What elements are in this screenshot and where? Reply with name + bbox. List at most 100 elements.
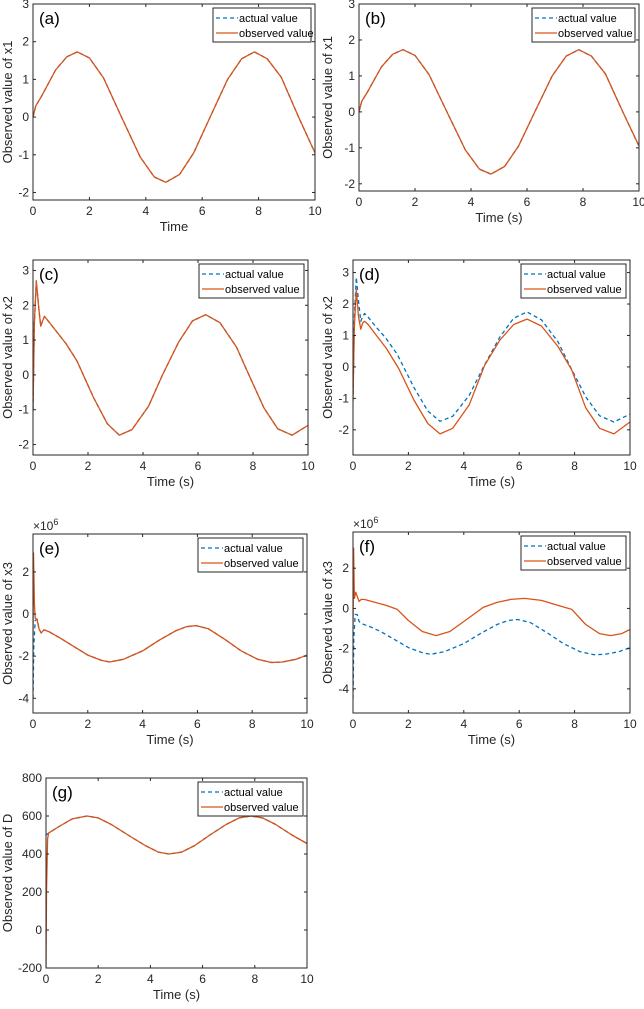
axes-frame — [32, 3, 316, 201]
x-tick-label: 10 — [623, 459, 637, 473]
y-tick-label: 3 — [22, 0, 29, 11]
y-tick-label: 2 — [22, 565, 29, 579]
y-tick-label: -4 — [338, 682, 349, 696]
legend-label-actual: actual value — [547, 541, 606, 553]
legend-box — [520, 263, 627, 299]
y-axis-label: Observed value of D — [0, 814, 15, 933]
x-tick-label: 6 — [199, 972, 206, 986]
legend-label-observed: observed value — [224, 558, 299, 570]
legend-label-actual: actual value — [225, 269, 284, 281]
x-tick-label: 10 — [632, 195, 644, 209]
panel-label: (b) — [365, 9, 386, 28]
x-tick-label: 0 — [350, 459, 357, 473]
series-observed-value-line — [353, 547, 630, 637]
x-tick-label: 0 — [30, 717, 37, 731]
x-tick-label: 8 — [580, 195, 587, 209]
x-tick-label: 4 — [460, 717, 467, 731]
x-tick-label: 10 — [308, 204, 322, 218]
y-tick-label: 0 — [22, 368, 29, 382]
x-tick-label: 4 — [468, 195, 475, 209]
x-tick-label: 6 — [516, 717, 523, 731]
x-tick-label: 2 — [84, 717, 91, 731]
subplot-c: 0 2 4 6 8 10 -2 -1 0 1 2 3 Time (s) Observed value of… — [0, 259, 315, 489]
y-tick-label: 2 — [342, 561, 349, 575]
y-tick-label: -2 — [18, 438, 29, 452]
legend: actual value observed value — [197, 537, 304, 573]
legend: actual value observed value — [520, 263, 627, 299]
y-tick-label: 200 — [22, 885, 42, 899]
x-tick-label: 2 — [95, 972, 102, 986]
legend-label-actual: actual value — [224, 787, 283, 799]
series-observed-value-line — [33, 280, 308, 436]
x-axis-label: Time (s) — [468, 732, 515, 747]
y-tick-label: 2 — [342, 297, 349, 311]
y-tick-label: 1 — [22, 333, 29, 347]
series-observed-value-line — [33, 552, 307, 664]
x-axis-label: Time (s) — [468, 474, 515, 489]
x-tick-label: 4 — [147, 972, 154, 986]
x-axis-label: Time (s) — [153, 987, 200, 1002]
series-actual-value-line — [353, 276, 630, 423]
y-axis-label: Observed value of x1 — [320, 36, 335, 159]
legend-label-actual: actual value — [239, 13, 298, 25]
y-tick-label: 0 — [342, 360, 349, 374]
y-tick-label: 0 — [22, 607, 29, 621]
x-tick-label: 8 — [250, 459, 257, 473]
legend: actual value observed value — [198, 263, 305, 299]
x-tick-label: 0 — [350, 717, 357, 731]
y-tick-label: 2 — [348, 33, 355, 47]
x-tick-label: 2 — [86, 204, 93, 218]
y-tick-label: -2 — [338, 642, 349, 656]
y-tick-label: -1 — [344, 141, 355, 155]
y-tick-label: 1 — [342, 328, 349, 342]
axes-frame — [352, 259, 631, 456]
y-tick-label: -4 — [18, 691, 29, 705]
x-tick-label: 0 — [30, 204, 37, 218]
x-axis-label: Time (s) — [475, 210, 522, 225]
x-tick-label: 10 — [300, 972, 314, 986]
y-axis-label: Observed value of x3 — [0, 562, 15, 685]
legend-label-observed: observed value — [224, 802, 299, 814]
y-axis-label: Observed value of x3 — [320, 561, 335, 684]
y-tick-label: 800 — [22, 771, 42, 785]
panel-label: (d) — [359, 265, 380, 284]
legend-box — [531, 7, 636, 43]
axes-frame — [32, 533, 308, 714]
subplot-e: 0 2 4 6 8 10 -4 -2 0 2 ×106 Time (s) Observed value … — [0, 517, 314, 747]
series-observed-value-line — [46, 815, 307, 968]
x-tick-label: 10 — [300, 717, 314, 731]
x-tick-label: 8 — [255, 204, 262, 218]
x-tick-label: 2 — [85, 459, 92, 473]
y-tick-label: 2 — [22, 35, 29, 49]
legend-label-observed: observed value — [547, 284, 622, 296]
panel-label: (c) — [39, 265, 59, 284]
y-exponent-label: ×106 — [33, 517, 58, 533]
y-tick-label: 1 — [22, 72, 29, 86]
subplot-f: 0 2 4 6 8 10 -4 -2 0 2 ×106 Time (s) Observed value … — [320, 515, 637, 747]
legend-box — [520, 535, 627, 571]
x-tick-label: 4 — [142, 204, 149, 218]
x-tick-label: 4 — [140, 459, 147, 473]
x-tick-label: 10 — [301, 459, 315, 473]
axes-frame — [358, 3, 640, 192]
legend-box — [197, 537, 304, 573]
x-tick-label: 6 — [195, 459, 202, 473]
x-tick-label: 6 — [524, 195, 531, 209]
y-axis-label: Observed value of x2 — [320, 296, 335, 419]
y-tick-label: -2 — [338, 423, 349, 437]
x-tick-label: 8 — [571, 717, 578, 731]
legend-label-observed: observed value — [239, 28, 314, 40]
legend: actual value observed value — [197, 781, 304, 817]
legend-label-observed: observed value — [225, 284, 300, 296]
x-tick-label: 6 — [194, 717, 201, 731]
legend-box — [198, 263, 305, 299]
subplot-a: 0 2 4 6 8 10 -2 -1 0 1 2 3 Time Observed value of x1 (… — [0, 0, 322, 234]
panel-label: (g) — [52, 783, 73, 802]
legend: actual value observed value — [212, 7, 314, 43]
legend-box — [197, 781, 304, 817]
y-tick-label: 3 — [22, 263, 29, 277]
x-tick-label: 10 — [623, 717, 637, 731]
x-tick-label: 2 — [405, 717, 412, 731]
